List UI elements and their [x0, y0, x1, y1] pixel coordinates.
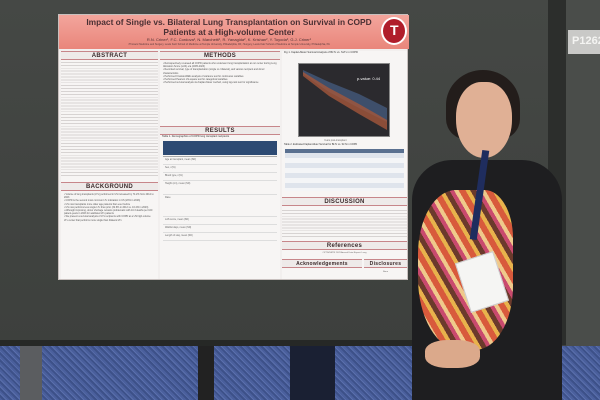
- poster-title: Impact of Single vs. Bilateral Lung Tran…: [86, 17, 372, 37]
- kaplan-meier-plot: p-value: 0.44: [298, 63, 390, 137]
- references-text: OPTN/SRTR 2023 Annual Data Report: Lung: [322, 252, 367, 254]
- methods-heading: METHODS: [160, 51, 280, 60]
- methods-bullet: Performed survival analysis via Kaplan-M…: [160, 81, 280, 84]
- table1-row: Blood type, n(%): [163, 173, 277, 181]
- table1: Age at transplant, mean (SD) Sex, n(%) B…: [163, 155, 277, 241]
- presenter-face: [456, 82, 512, 158]
- methods-list: Retrospectively reviewed all COPD patien…: [160, 60, 280, 126]
- background-bullet: US now performs less single LTx than pri…: [61, 206, 158, 209]
- methods-bullet: Performed Pearson chi-square test for ca…: [160, 78, 280, 81]
- results-heading: RESULTS: [160, 126, 280, 135]
- abstract-body: [61, 60, 158, 178]
- discussion-body: [282, 208, 407, 238]
- bystander-legs: [290, 346, 335, 400]
- references-heading: References: [282, 241, 407, 250]
- background-bullet: We present a survival analysis of LTx re…: [61, 215, 158, 221]
- board-bottom-edge: [0, 340, 560, 348]
- discussion-heading: DISCUSSION: [282, 197, 407, 206]
- poster-number-sign: P1262: [568, 30, 600, 54]
- table2: [285, 149, 404, 191]
- table1-title: Table 1. Demographics of COPD lung trans…: [162, 135, 230, 138]
- bystander-legs: [20, 346, 42, 400]
- table1-row: Sex, n(%): [163, 165, 277, 173]
- adjacent-board: [566, 0, 600, 360]
- presenter-hands: [425, 340, 480, 368]
- poster-column-left: ABSTRACT BACKGROUND Volume of lung trans…: [61, 51, 158, 279]
- methods-bullet: Retrospectively reviewed all COPD patien…: [160, 62, 280, 68]
- table2-title: Table 2. Estimated Kaplan-Meier Survival…: [284, 143, 358, 146]
- table1-row: Length of stay, mean (SD): [163, 233, 277, 241]
- table1-row: Height (cm), mean (SD): [163, 181, 277, 195]
- poster-authors: R.N. Criner¹, F.C. Cordova¹, N. Marchett…: [146, 37, 312, 42]
- poster-column-right: Fig 1. Kaplan-Meier Survival Analysis of…: [282, 51, 407, 279]
- table1-header: [163, 140, 277, 155]
- table1-row: Race: [163, 195, 277, 217]
- research-poster: Impact of Single vs. Bilateral Lung Tran…: [58, 14, 409, 280]
- poster-affiliations: ¹Thoracic Medicine and Surgery, Lewis Ka…: [128, 43, 330, 46]
- table1-row: Age at transplant, mean (SD): [163, 157, 277, 165]
- bystander-legs: [198, 346, 214, 400]
- background-bullet: US now transplants more older age patien…: [61, 203, 158, 206]
- pvalue-annotation: p-value: 0.44: [357, 76, 381, 81]
- disclosures-text: None: [382, 271, 389, 273]
- background-heading: BACKGROUND: [61, 182, 158, 191]
- acknowledgements-heading: Acknowledgements: [282, 259, 362, 268]
- methods-bullet: Recorded survival, type of transplantati…: [160, 68, 280, 74]
- disclosures-heading: Disclosures: [364, 259, 407, 268]
- background-list: Volume of lung transplants (LTx) perform…: [61, 191, 158, 222]
- figure1-xlabel: Years post-transplant: [324, 139, 347, 142]
- poster-column-middle: METHODS Retrospectively reviewed all COP…: [160, 51, 280, 279]
- table1-row: Waitlist days, mean (SD): [163, 225, 277, 233]
- figure1-title: Fig 1. Kaplan-Meier Survival Analysis of…: [284, 51, 358, 54]
- university-logo-icon: [381, 17, 407, 45]
- background-bullet: COPD is the second most common LTx indic…: [61, 199, 158, 202]
- methods-bullet: Performed Kruskal-Wallis analysis of var…: [160, 75, 280, 78]
- survival-curves-icon: p-value: 0.44: [303, 70, 387, 130]
- table1-row: LAS score, mean (SD): [163, 217, 277, 225]
- poster-header: Impact of Single vs. Bilateral Lung Tran…: [59, 15, 409, 49]
- abstract-heading: ABSTRACT: [61, 51, 158, 60]
- background-bullet: Volume of lung transplants (LTx) perform…: [61, 193, 158, 199]
- background-bullet: Although improving, donor shortage remai…: [61, 209, 158, 215]
